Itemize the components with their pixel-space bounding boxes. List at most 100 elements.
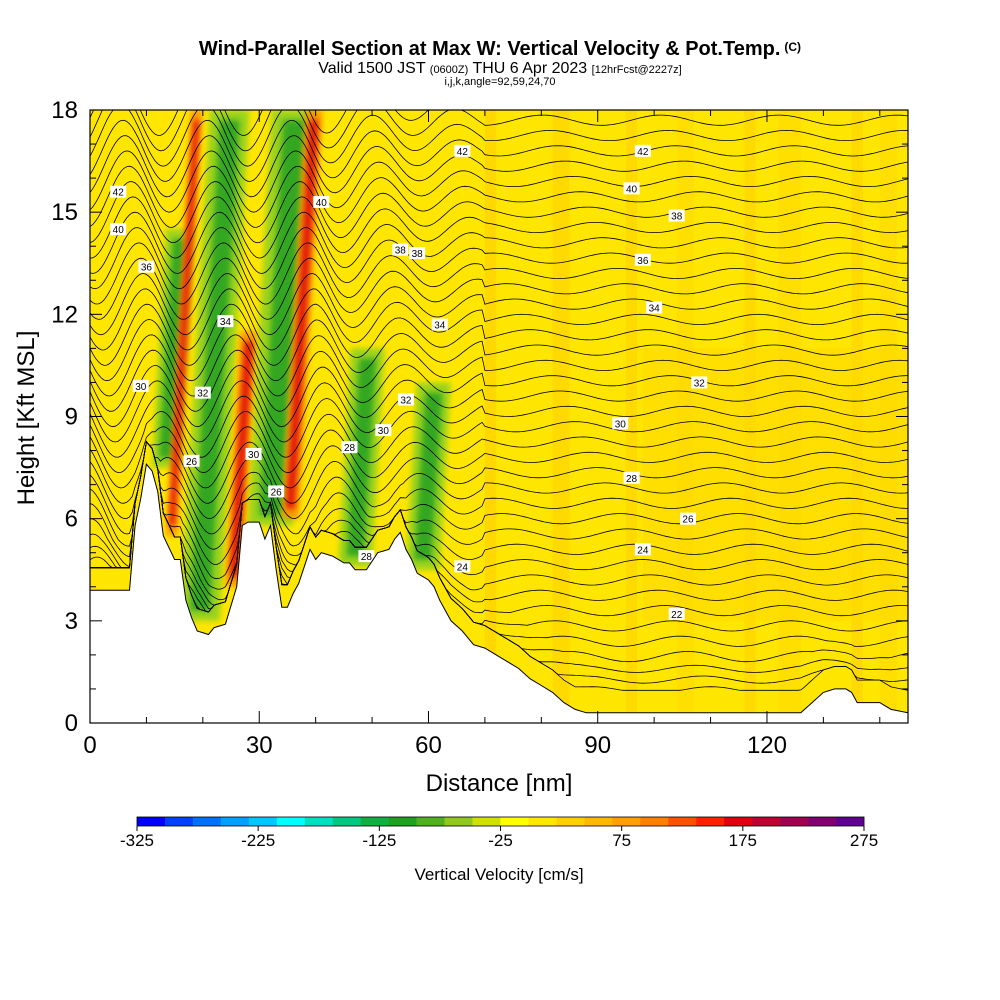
contour-label-bg [431,318,448,331]
colorbar-swatch [164,817,194,826]
field-stripe [484,110,497,723]
contour-label-bg [691,376,708,389]
theta-contour-line [90,242,908,305]
colorbar-swatch [752,817,781,826]
theta-contour-line [90,273,908,336]
colorbar-tick-label: 175 [729,831,757,850]
y-tick-label: 6 [65,506,78,533]
contour-label: 28 [358,550,375,563]
contour-label-text: 36 [141,263,153,274]
contour-label-text: 32 [197,389,209,400]
theta-contour-line [90,110,839,136]
theta-contour-line [90,165,908,228]
colorbar-swatch [528,817,557,826]
contour-label-text: 42 [457,147,469,158]
contour-label-bg [392,243,409,256]
theta-contour-line [90,150,908,213]
contour-label-text: 26 [271,487,283,498]
contour-label: 32 [691,376,708,389]
contour-label-bg [217,315,234,328]
contour-label-bg [358,550,375,563]
contour-label: 30 [245,447,262,461]
theta-contour-line [90,334,908,397]
contour-label: 30 [132,379,149,393]
y-axis-label: Height [Kft MSL] [13,331,40,506]
contour-label-text: 42 [113,188,125,199]
contour-label: 26 [679,512,696,526]
valid-z: (0600Z) [429,64,469,76]
colorbar-swatch [332,817,361,826]
colorbar-swatch [192,817,222,826]
x-axis-label: Distance [nm] [426,770,573,797]
colorbar-swatch [780,817,809,826]
contour-label-text: 38 [395,246,407,257]
contour-label-bg [634,144,651,157]
colorbar-tick-label: -325 [120,831,154,850]
contour-label: 36 [138,260,155,274]
contour-label-bg [454,144,471,157]
chart-subtitle: Valid 1500 JST (0600Z) THU 6 Apr 2023 [1… [0,60,1000,78]
colorbar-swatch [808,817,837,826]
colorbar-swatch [584,817,613,826]
theta-contour-line [90,440,908,550]
colorbar-swatch [444,817,473,826]
contour-label-text: 38 [671,212,683,223]
colorbar-swatch [500,817,529,826]
contour-label-bg [132,379,149,392]
colorbar-swatch [668,817,697,826]
colorbar-swatch [416,817,445,826]
theta-contours: 22 24 24 26 28 28 30 30 32 32 34 34 36 36 38 38 40 40 42 42… [90,110,908,691]
contour-label-text: 30 [135,382,147,393]
theta-contour-line [90,440,908,590]
contour-label: 22 [668,608,685,621]
x-tick-label: 120 [747,732,787,759]
contour-label: 26 [183,454,200,468]
contour-label-text: 26 [186,457,198,468]
x-tick-label: 60 [415,732,442,759]
contour-label: 34 [646,301,663,315]
theta-contour-line [90,440,908,601]
contour-label-text: 32 [400,395,412,406]
theta-contour-line [90,303,908,366]
colorbar-label: Vertical Velocity [cm/s] [414,865,583,884]
contour-label-bg [668,209,685,222]
contour-label-text: 40 [113,225,125,236]
colorbar-swatch [472,817,501,826]
contour-label: 32 [194,386,211,400]
contour-label: 34 [217,315,234,328]
contour-label-bg [397,393,414,406]
contour-label-text: 32 [694,378,706,389]
contour-label: 26 [268,485,285,498]
contour-label-text: 28 [626,474,638,485]
contour-label: 40 [623,182,640,195]
contour-label-text: 34 [649,304,661,315]
chart-indices: i,j,k,angle=92,59,24,70 [444,76,556,88]
colorbar-swatch [248,817,278,826]
contour-label-bg [313,195,330,208]
contour-label-text: 28 [344,443,356,454]
contour-label-text: 40 [626,184,638,195]
valid-date: THU 6 Apr 2023 [472,60,588,77]
forecast-label: [12hrFcst@2227z] [591,64,682,76]
colorbar-swatch [724,817,753,826]
chart-title: Wind-Parallel Section at Max W: Vertical… [0,38,1000,61]
contour-label-text: 24 [457,562,469,573]
colorbar-swatch [640,817,669,826]
theta-contour-line [90,110,908,167]
contour-label-text: 26 [682,515,694,526]
colorbar-swatch [696,817,725,826]
contour-label-text: 42 [637,147,649,158]
y-tick-label: 18 [51,97,78,124]
contour-label-bg [612,417,629,430]
contour-label-bg [634,253,651,266]
contour-label: 36 [634,253,651,267]
contour-label-text: 34 [220,317,232,328]
y-tick-label: 15 [51,199,78,226]
theta-contour-line [90,211,908,274]
contour-label-bg [679,512,696,525]
field-patch [642,348,908,621]
velocity-core-up [286,120,319,509]
theta-contour-line [90,288,908,351]
colorbar-swatch [304,817,334,826]
